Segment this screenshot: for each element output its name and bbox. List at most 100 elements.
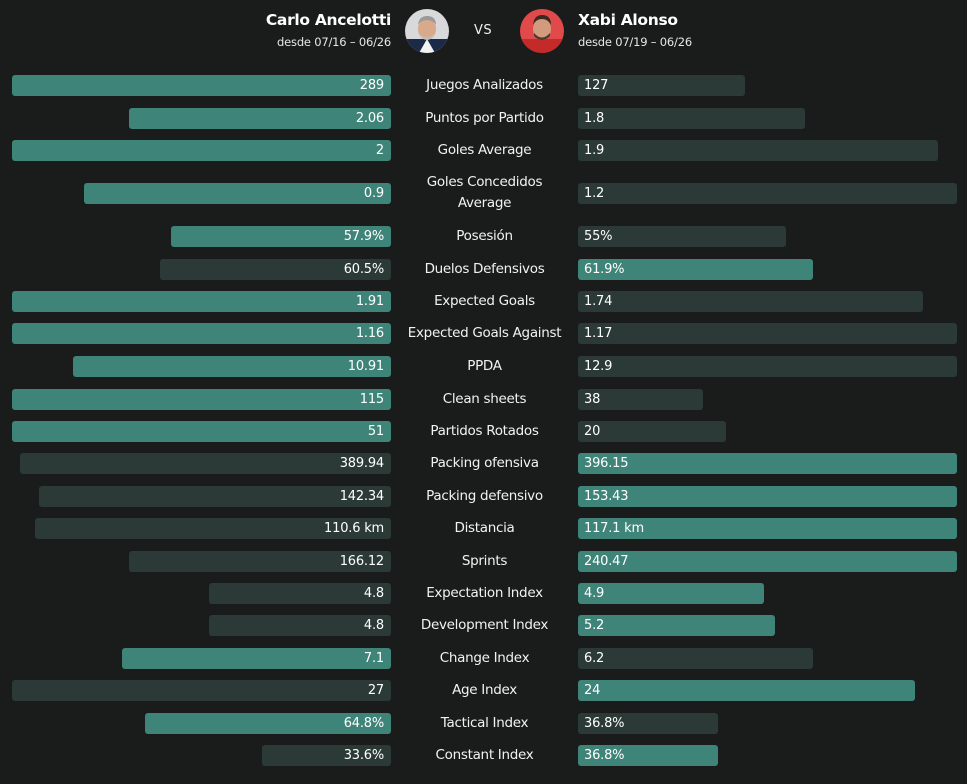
- right-bar: [578, 452, 957, 474]
- comparison-row: 60.5% 61.9% Duelos Defensivos: [0, 258, 967, 280]
- right-bar: [578, 139, 938, 161]
- category-label: Partidos Rotados: [430, 422, 539, 439]
- right-value-label: 396.15: [584, 455, 629, 471]
- left-value-label: 7.1: [363, 650, 384, 666]
- right-value-label: 4.9: [584, 585, 605, 601]
- left-value-label: 1.91: [355, 293, 384, 309]
- left-bar: [209, 615, 391, 636]
- comparison-row: 289 127 Juegos Analizados: [0, 75, 967, 96]
- left-value-label: 33.6%: [343, 747, 385, 763]
- right-value-label: 61.9%: [584, 261, 625, 277]
- left-bar: [12, 388, 391, 410]
- right-value-label: 1.17: [584, 326, 613, 341]
- right-value-label: 1.9: [584, 142, 605, 158]
- comparison-row: 1.16 1.17 Expected Goals Against: [0, 323, 967, 344]
- left-bar: [12, 75, 391, 96]
- category-label: Constant Index: [435, 746, 534, 763]
- left-bar: [84, 182, 391, 204]
- right-bar: [578, 517, 957, 539]
- right-bar: [578, 290, 923, 312]
- category-label: Expected Goals Against: [407, 325, 562, 341]
- right-bar: [578, 258, 813, 280]
- left-coach-name: Carlo Ancelotti: [265, 11, 391, 29]
- right-bar: [578, 323, 957, 344]
- left-bar: [12, 139, 391, 161]
- right-bar: [578, 420, 726, 442]
- category-label: Puntos por Partido: [425, 109, 544, 126]
- right-bar: [578, 679, 915, 701]
- category-label: Change Index: [439, 649, 530, 666]
- xabi-alonso-avatar: [520, 9, 564, 53]
- category-label: Posesión: [456, 228, 513, 244]
- left-value-label: 27: [367, 682, 384, 698]
- comparison-row: 7.1 6.2 Change Index: [0, 647, 967, 669]
- category-label: Sprints: [461, 552, 508, 569]
- comparison-row: 110.6 km 117.1 km Distancia: [0, 517, 967, 539]
- left-value-label: 4.8: [363, 618, 384, 633]
- left-value-label: 389.94: [339, 455, 384, 471]
- left-coach-tenure: desde 07/16 – 06/26: [277, 35, 391, 49]
- left-value-label: 115: [359, 391, 384, 407]
- comparison-row: 389.94 396.15 Packing ofensiva: [0, 452, 967, 474]
- left-bar: [129, 107, 391, 129]
- comparison-row: 4.8 4.9 Expectation Index: [0, 582, 967, 604]
- left-value-label: 51: [367, 423, 384, 439]
- comparison-row: 142.34 153.43 Packing defensivo: [0, 485, 967, 507]
- right-value-label: 240.47: [584, 553, 629, 569]
- right-bar: [578, 550, 957, 572]
- left-bar: [145, 712, 391, 734]
- right-coach-name: Xabi Alonso: [578, 11, 678, 29]
- category-label: Tactical Index: [440, 714, 529, 731]
- right-bar: [578, 75, 745, 96]
- right-value-label: 36.8%: [584, 715, 625, 731]
- right-bar: [578, 388, 703, 410]
- right-bar: [578, 647, 813, 669]
- left-bar: [12, 679, 391, 701]
- category-label: Goles Concedidos Average: [426, 173, 543, 211]
- category-label: Duelos Defensivos: [424, 260, 545, 277]
- category-label: Distancia: [454, 519, 515, 536]
- left-bar: [209, 582, 391, 604]
- comparison-row: 64.8% 36.8% Tactical Index: [0, 712, 967, 734]
- comparison-row: 0.9 1.2 Goles Concedidos Average: [0, 174, 967, 211]
- left-bar: [39, 485, 391, 507]
- right-bar: [578, 744, 718, 766]
- right-value-label: 12.9: [584, 358, 613, 374]
- comparison-row: 2 1.9 Goles Average: [0, 139, 967, 161]
- left-bar: [12, 420, 391, 442]
- right-bar: [578, 582, 764, 604]
- right-value-label: 38: [584, 391, 601, 407]
- comparison-row: 51 20 Partidos Rotados: [0, 420, 967, 442]
- right-coach-tenure: desde 07/19 – 06/26: [578, 35, 692, 49]
- right-bar: [578, 182, 957, 204]
- right-bar: [578, 615, 775, 636]
- right-bar: [578, 226, 786, 247]
- left-value-label: 57.9%: [343, 229, 385, 244]
- comparison-header: Carlo Ancelotti desde 07/16 – 06/26 VS X…: [0, 0, 967, 60]
- comparison-row: 166.12 240.47 Sprints: [0, 550, 967, 572]
- left-value-label: 0.9: [363, 185, 384, 201]
- comparison-row: 57.9% 55% Posesión: [0, 226, 967, 247]
- left-bar: [73, 355, 391, 377]
- left-value-label: 10.91: [347, 358, 384, 374]
- right-bar: [578, 712, 718, 734]
- left-bar: [12, 290, 391, 312]
- right-value-label: 5.2: [584, 618, 605, 633]
- right-bar: [578, 107, 805, 129]
- right-bar: [578, 485, 957, 507]
- right-value-label: 117.1 km: [584, 520, 644, 536]
- right-value-label: 55%: [584, 229, 613, 244]
- category-label: Development Index: [420, 617, 549, 633]
- left-value-label: 60.5%: [343, 261, 385, 277]
- right-value-label: 127: [584, 78, 609, 93]
- comparison-row: 4.8 5.2 Development Index: [0, 615, 967, 636]
- left-value-label: 2: [375, 142, 384, 158]
- carlo-ancelotti-avatar: [405, 9, 449, 53]
- left-value-label: 2.06: [355, 110, 384, 126]
- left-bar: [35, 517, 391, 539]
- category-label: Expectation Index: [426, 584, 543, 601]
- left-bar: [129, 550, 391, 572]
- right-value-label: 6.2: [584, 650, 605, 666]
- left-value-label: 166.12: [339, 553, 384, 569]
- left-bar: [122, 647, 391, 669]
